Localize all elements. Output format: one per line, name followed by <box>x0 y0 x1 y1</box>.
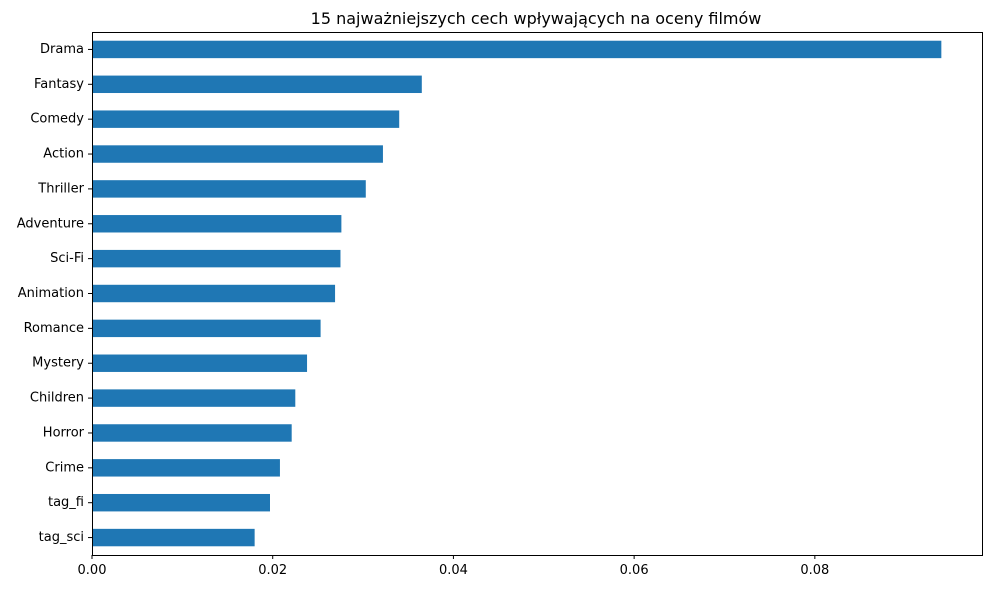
y-tick-label: Animation <box>18 286 84 301</box>
y-tick-label: tag_fi <box>48 495 84 510</box>
bar-action <box>92 145 383 163</box>
y-tick-label: Children <box>30 391 84 406</box>
bar-tag-sci <box>92 528 255 547</box>
bar-sci-fi <box>92 249 341 268</box>
y-tick-label: Comedy <box>30 112 84 127</box>
x-tick-label: 0.04 <box>439 563 468 578</box>
y-tick-label: Horror <box>43 425 85 440</box>
bar-romance <box>92 319 321 338</box>
y-tick-label: Fantasy <box>34 77 84 92</box>
y-tick-label: Crime <box>45 460 84 475</box>
bar-mystery <box>92 354 308 372</box>
chart-title: 15 najważniejszych cech wpływających na … <box>311 9 762 28</box>
bar-drama <box>92 40 942 59</box>
x-axis-ticks: 0.00 0.02 0.04 0.06 0.08 <box>78 555 829 578</box>
bar-crime <box>92 459 280 477</box>
y-tick-label: tag_sci <box>39 530 84 545</box>
bar-comedy <box>92 110 400 128</box>
y-tick-label: Mystery <box>32 356 84 371</box>
axes-frame <box>92 32 983 556</box>
x-tick-label: 0.06 <box>620 563 649 578</box>
bar-tag-fi <box>92 493 270 512</box>
y-tick-label: Romance <box>24 321 84 336</box>
x-tick-label: 0.02 <box>258 563 287 578</box>
x-tick-label: 0.08 <box>800 563 829 578</box>
bar-horror <box>92 424 292 442</box>
y-tick-label: Action <box>43 147 84 162</box>
y-tick-label: Thriller <box>37 181 84 196</box>
bar-fantasy <box>92 75 422 94</box>
bar-animation <box>92 284 336 303</box>
y-tick-label: Adventure <box>17 216 84 231</box>
y-tick-label: Sci-Fi <box>50 251 84 266</box>
x-tick-label: 0.00 <box>78 563 107 578</box>
bar-adventure <box>92 215 342 233</box>
bar-children <box>92 389 296 407</box>
y-tick-label: Drama <box>40 42 84 57</box>
y-axis-ticks: Drama Fantasy Comedy Action Thriller Adventur… <box>17 42 92 545</box>
bars-group <box>92 40 942 547</box>
bar-thriller <box>92 180 366 198</box>
